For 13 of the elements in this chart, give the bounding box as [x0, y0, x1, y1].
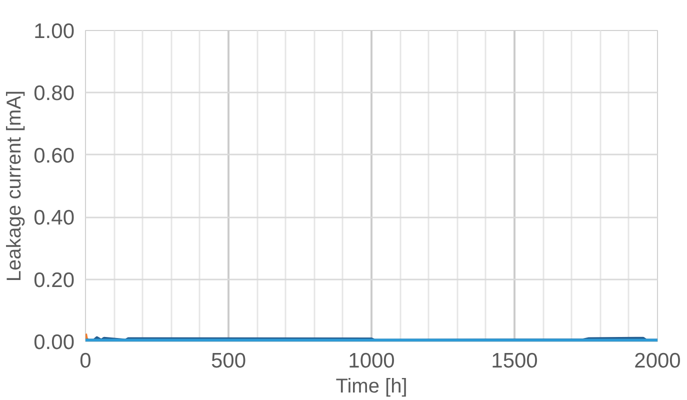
y-tick-label: 0.00 — [34, 331, 75, 354]
x-tick-label: 1000 — [348, 350, 395, 372]
y-tick-label: 0.80 — [34, 82, 75, 106]
x-tick-label: 2000 — [634, 350, 681, 372]
y-tick-label: 1.00 — [34, 20, 75, 43]
y-tick-label: 0.20 — [34, 268, 75, 292]
y-tick-label: 0.40 — [34, 206, 75, 230]
x-axis-title: Time [h] — [336, 376, 408, 398]
y-tick-label: 0.60 — [34, 144, 75, 168]
y-axis-title: Leakage current [mA] — [4, 90, 26, 282]
x-tick-label: 0 — [80, 350, 92, 372]
x-tick-label: 500 — [210, 350, 246, 372]
x-tick-label: 1500 — [491, 350, 538, 372]
